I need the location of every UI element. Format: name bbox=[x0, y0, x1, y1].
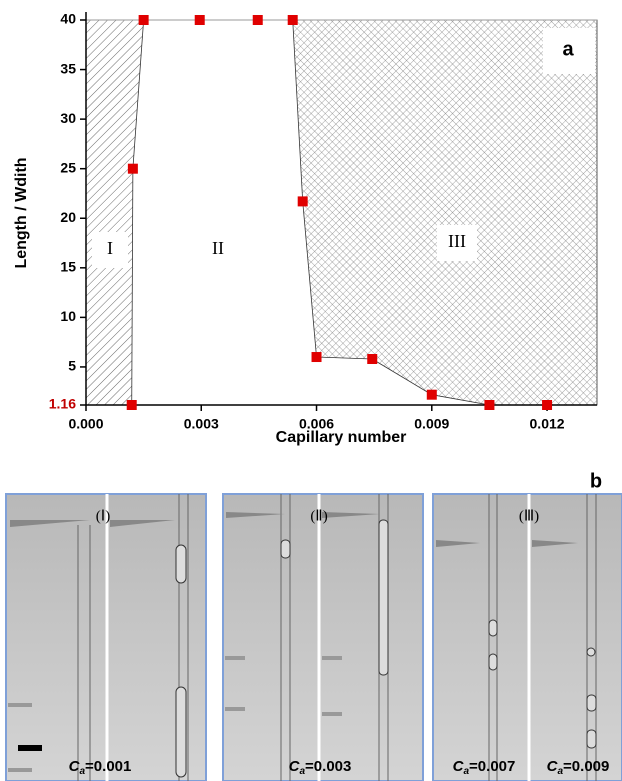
region-label: II bbox=[212, 238, 224, 258]
micrograph-3 bbox=[432, 493, 622, 781]
point bbox=[127, 163, 138, 174]
ca-label: Ca=0.009 bbox=[547, 758, 610, 777]
ca-value: =0.001 bbox=[85, 758, 131, 775]
point bbox=[138, 15, 149, 25]
image-label: (Ⅱ) bbox=[310, 508, 327, 524]
ca-value: =0.003 bbox=[305, 758, 351, 775]
y-tick-label: 30 bbox=[60, 110, 76, 126]
y-tick-label: 40 bbox=[60, 11, 76, 27]
ca-label: Ca=0.003 bbox=[289, 758, 352, 777]
panel-label: b bbox=[590, 470, 602, 492]
regions: I II III bbox=[85, 19, 598, 406]
point bbox=[287, 15, 298, 25]
ca-value: =0.007 bbox=[469, 758, 515, 775]
region-label-box bbox=[437, 225, 477, 261]
region-label-box bbox=[92, 232, 128, 268]
micrograph-1 bbox=[5, 493, 207, 781]
x-axis-title: Capillary number bbox=[276, 429, 407, 446]
ca-symbol: C bbox=[289, 758, 301, 775]
ca-label: Ca=0.007 bbox=[453, 758, 516, 777]
y-tick-label: 10 bbox=[60, 308, 76, 324]
point bbox=[367, 354, 378, 365]
ca-subscript: a bbox=[557, 766, 563, 777]
y-tick-label: 15 bbox=[60, 259, 76, 275]
panel-label: a bbox=[562, 38, 574, 60]
ca-subscript: a bbox=[299, 766, 305, 777]
ca-symbol: C bbox=[69, 758, 81, 775]
x-tick-label: 0.003 bbox=[184, 416, 219, 432]
point bbox=[126, 400, 137, 410]
x-tick-label: 0.012 bbox=[530, 416, 565, 432]
point bbox=[542, 400, 553, 410]
point bbox=[252, 15, 263, 25]
y-axis-title: Length / Wdith bbox=[13, 157, 30, 268]
image-label: (Ⅰ) bbox=[96, 508, 110, 524]
micrograph-2 bbox=[222, 493, 424, 781]
y-tick-label: 5 bbox=[68, 358, 76, 374]
y-tick-label: 25 bbox=[60, 159, 76, 175]
region-1 bbox=[85, 19, 145, 406]
y-tick-label: 20 bbox=[60, 209, 76, 225]
x-tick-label: 0.006 bbox=[299, 416, 334, 432]
ca-subscript: a bbox=[79, 766, 85, 777]
region-label-box bbox=[198, 232, 238, 268]
ca-symbol: C bbox=[547, 758, 559, 775]
region-label: I bbox=[107, 238, 113, 258]
ca-label: Ca=0.001 bbox=[69, 758, 132, 777]
point bbox=[426, 389, 437, 400]
ca-subscript: a bbox=[463, 766, 469, 777]
axes: 1.16 5 10 15 20 25 30 35 40 0.000 0.003 0.006 0.009 0… bbox=[49, 11, 597, 432]
ca-symbol: C bbox=[453, 758, 465, 775]
point bbox=[311, 352, 322, 363]
region-label: III bbox=[448, 231, 466, 251]
y-tick-label: 1.16 bbox=[49, 396, 76, 412]
panel-label-box bbox=[543, 28, 595, 74]
point bbox=[194, 15, 205, 25]
point bbox=[297, 196, 308, 207]
region-3 bbox=[292, 19, 598, 406]
image-label: (Ⅲ) bbox=[519, 508, 539, 524]
ca-value: =0.009 bbox=[563, 758, 609, 775]
x-tick-label: 0.000 bbox=[68, 416, 103, 432]
x-tick-label: 0.009 bbox=[414, 416, 449, 432]
point bbox=[484, 400, 495, 410]
image-labels: (Ⅰ)Ca=0.001(Ⅱ)Ca=0.003(Ⅲ)Ca=0.007 Ca=0.00… bbox=[69, 508, 610, 776]
y-tick-label: 35 bbox=[60, 60, 76, 76]
